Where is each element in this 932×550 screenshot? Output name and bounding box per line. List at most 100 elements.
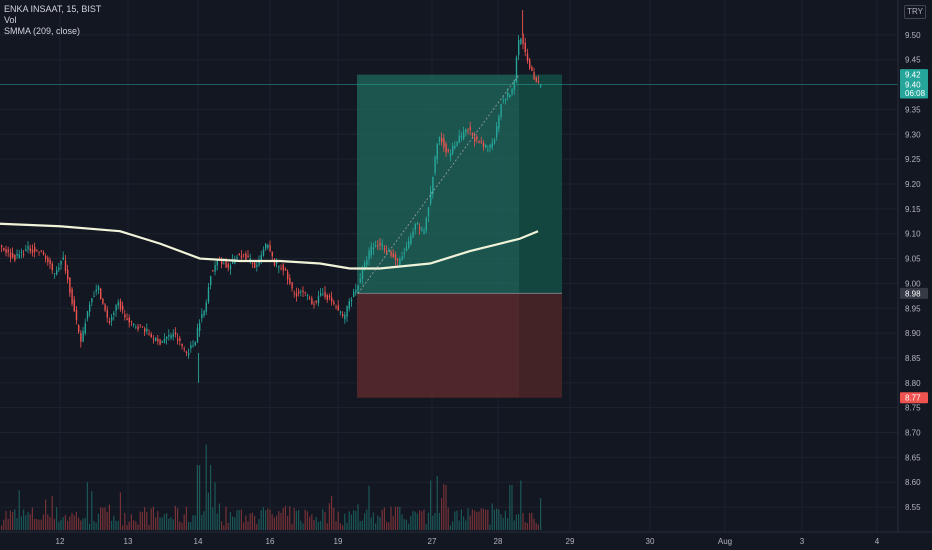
candle-body: [225, 261, 227, 268]
candle-body: [388, 251, 390, 253]
loss-zone-remaining: [519, 293, 562, 398]
volume-bar: [465, 520, 467, 530]
volume-bar: [84, 517, 86, 530]
volume-bar: [97, 513, 99, 530]
candle-body: [256, 264, 258, 267]
candle-body: [441, 137, 443, 143]
volume-bar: [183, 514, 185, 530]
candle-body: [53, 273, 56, 275]
candle-body: [304, 292, 306, 293]
volume-bar: [421, 511, 423, 530]
candle-body: [535, 77, 537, 82]
legend-symbol[interactable]: ENKA INSAAT, 15, BIST: [4, 4, 102, 14]
volume-bar: [535, 523, 537, 530]
volume-bar: [379, 517, 381, 530]
candle-body: [348, 301, 350, 309]
volume-bar: [454, 511, 456, 530]
volume-bars: [1, 444, 542, 530]
candle-body: [64, 260, 67, 272]
volume-bar: [335, 521, 337, 530]
y-tick-label: 8.65: [905, 453, 921, 462]
candle-body: [163, 339, 166, 343]
candle-body: [346, 306, 348, 317]
volume-bar: [357, 504, 359, 530]
volume-bar: [397, 506, 399, 530]
candle-body: [137, 326, 139, 330]
volume-bar: [100, 507, 102, 530]
volume-bar: [460, 509, 462, 530]
candle-body: [293, 292, 295, 294]
y-tick-label: 9.15: [905, 205, 921, 214]
volume-bar: [133, 520, 135, 530]
volume-bar: [152, 506, 154, 530]
volume-bar: [168, 518, 170, 530]
candle-body: [531, 66, 533, 71]
candle-body: [368, 250, 370, 260]
candle-body: [394, 254, 397, 261]
legend-volume[interactable]: Vol: [4, 15, 17, 25]
legend-smma[interactable]: SMMA (209, close): [4, 26, 81, 36]
candle-body: [18, 254, 20, 258]
candle-body: [507, 92, 509, 97]
volume-bar: [441, 498, 443, 530]
x-tick-label: 19: [334, 537, 343, 546]
volume-bar: [282, 507, 284, 530]
volume-bar: [124, 512, 126, 530]
candle-body: [511, 88, 513, 94]
candle-body: [14, 254, 16, 261]
volume-bar: [36, 518, 38, 530]
volume-bar: [339, 523, 341, 530]
candle-body: [45, 256, 47, 259]
candle-body: [210, 275, 212, 286]
volume-bar: [139, 511, 141, 530]
candle-body: [469, 127, 471, 130]
candle-body: [438, 136, 441, 142]
candle-body: [126, 318, 128, 321]
candle-body: [350, 299, 353, 302]
time-axis[interactable]: 12 13 14 16 19 27 28 29 30 Aug 3 4: [0, 531, 932, 546]
volume-bar: [117, 520, 119, 530]
volume-bar: [254, 515, 256, 530]
y-tick-label: 9.00: [905, 279, 921, 288]
volume-bar: [386, 521, 388, 530]
currency-badge[interactable]: TRY: [904, 5, 926, 19]
volume-bar: [383, 507, 385, 530]
candle-body: [427, 206, 430, 217]
candle-body: [333, 301, 335, 304]
candle-body: [23, 254, 25, 256]
volume-bar: [474, 510, 476, 530]
volume-bar: [155, 517, 157, 530]
volume-bar: [137, 524, 139, 530]
volume-bar: [443, 484, 445, 530]
volume-bar: [425, 524, 427, 530]
candle-body: [524, 42, 526, 52]
candle-body: [236, 257, 238, 259]
candle-body: [416, 222, 419, 225]
price-tag-bg: [900, 69, 928, 81]
volume-bar: [293, 508, 295, 530]
volume-bar: [531, 512, 533, 530]
volume-bar: [522, 512, 524, 530]
candle-body: [190, 345, 192, 349]
candle-body: [223, 263, 225, 265]
candle-body: [355, 289, 357, 294]
candle-body: [320, 293, 322, 296]
volume-bar: [520, 480, 522, 530]
volume-bar: [364, 513, 366, 530]
volume-bar: [507, 517, 509, 530]
position-zones[interactable]: [357, 74, 562, 398]
volume-bar: [524, 522, 526, 530]
volume-bar: [355, 510, 357, 530]
volume-bar: [467, 508, 469, 530]
candle-body: [498, 115, 500, 129]
candle-body: [520, 38, 522, 44]
volume-bar: [458, 520, 460, 530]
volume-bar: [53, 518, 55, 530]
candle-body: [282, 264, 284, 271]
candle-body: [344, 314, 346, 320]
candle-body: [476, 136, 478, 140]
candle-body: [533, 72, 535, 80]
candle-body: [12, 253, 14, 258]
volume-bar: [533, 518, 535, 530]
